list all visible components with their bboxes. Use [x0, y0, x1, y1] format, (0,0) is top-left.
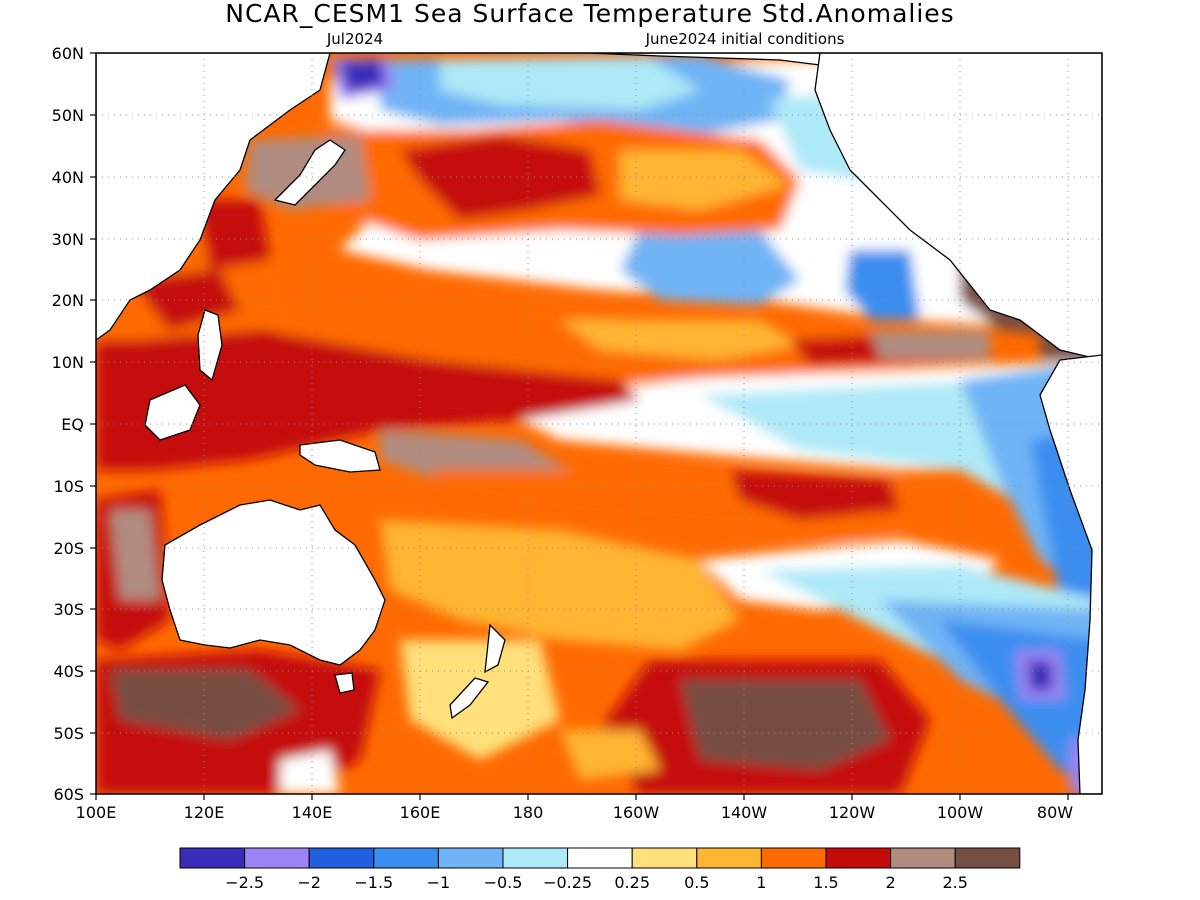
south-america-landmass	[1039, 354, 1102, 794]
colorbar-swatch	[825, 847, 892, 869]
colorbar-tick-label: 2.5	[942, 873, 967, 892]
colorbar-tick-label: 2	[886, 873, 896, 892]
colorbar-tick-label: −1.5	[354, 873, 393, 892]
forecast-month-label: Jul2024	[326, 30, 383, 48]
lon-label-180: 180	[513, 803, 544, 822]
latitude-axis: 60N 50N 40N 30N 20N 10N EQ 10S 20S 30S 4…	[52, 44, 96, 804]
lat-label-eq: EQ	[61, 415, 84, 434]
colorbar-swatch	[631, 847, 698, 869]
colorbar-tick-label: −0.5	[484, 873, 523, 892]
initial-conditions-label: June2024 initial conditions	[645, 30, 845, 48]
colorbar-tick-label: 0.25	[614, 873, 650, 892]
lon-label-100e: 100E	[76, 803, 117, 822]
colorbar-tick-label: 1	[756, 873, 766, 892]
lat-label-20n: 20N	[52, 291, 84, 310]
colorbar-tick-label: −2.5	[225, 873, 264, 892]
colorbar-swatch	[696, 847, 762, 869]
borneo-landmass	[144, 384, 201, 441]
lat-label-30s: 30S	[53, 600, 84, 619]
land-mask	[96, 53, 1102, 794]
lat-label-20s: 20S	[53, 539, 84, 558]
lat-label-60n: 60N	[52, 44, 84, 63]
lon-label-120e: 120E	[184, 803, 225, 822]
lon-label-140w: 140W	[721, 803, 768, 822]
colorbar-swatch	[760, 847, 827, 869]
colorbar-tick-label: 1.5	[813, 873, 838, 892]
lon-label-100w: 100W	[937, 803, 984, 822]
lat-label-60s: 60S	[53, 785, 84, 804]
map-title: NCAR_CESM1 Sea Surface Temperature Std.A…	[225, 0, 954, 28]
anomaly-field	[96, 53, 1102, 794]
new-zealand-landmass	[484, 623, 506, 674]
lat-label-50s: 50S	[53, 724, 84, 743]
colorbar-swatch	[179, 847, 246, 869]
lon-label-140e: 140E	[292, 803, 333, 822]
new-guinea-landmass	[299, 439, 381, 473]
new-zealand-south-landmass	[449, 677, 490, 720]
lat-label-40s: 40S	[53, 662, 84, 681]
colorbar-swatch	[437, 847, 504, 869]
colorbar-swatch	[954, 847, 1021, 869]
tasmania-landmass	[334, 672, 355, 694]
asia-mainland-landmass	[96, 53, 331, 341]
longitude-axis: 100E 120E 140E 160E 180 160W 140W 120W 1…	[76, 794, 1073, 822]
colorbar-swatch	[502, 847, 569, 869]
colorbar-swatch	[308, 847, 375, 869]
north-america-landmass	[814, 53, 1102, 361]
lat-label-10s: 10S	[53, 477, 84, 496]
colorbar-tick-label: −2	[297, 873, 321, 892]
colorbar-tick-label: −1	[427, 873, 451, 892]
lat-label-50n: 50N	[52, 106, 84, 125]
colorbar-swatch	[244, 847, 310, 869]
colorbar-legend: −2.5 −2 −1.5 −1 −0.5 −0.25 0.25 0.5 1 1.5 2 2.5	[179, 847, 1021, 892]
colorbar-tick-label: 0.5	[684, 873, 709, 892]
lon-label-80w: 80W	[1037, 803, 1073, 822]
colorbar-swatch	[890, 847, 956, 869]
colorbar-swatch	[567, 847, 633, 869]
lat-label-10n: 10N	[52, 353, 84, 372]
lat-label-30n: 30N	[52, 230, 84, 249]
lon-label-120w: 120W	[829, 803, 876, 822]
lon-label-160w: 160W	[613, 803, 660, 822]
australia-landmass	[161, 499, 386, 666]
lat-label-40n: 40N	[52, 168, 84, 187]
japan-landmass	[273, 139, 346, 206]
colorbar-swatch	[373, 847, 439, 869]
colorbar-tick-label: −0.25	[543, 873, 592, 892]
lon-label-160e: 160E	[400, 803, 441, 822]
